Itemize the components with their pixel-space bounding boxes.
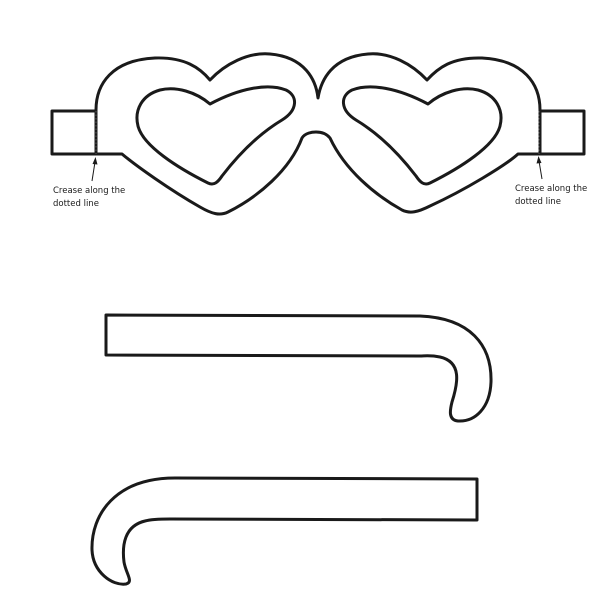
crease-note-left: Crease along the dotted line xyxy=(53,185,125,211)
crease-note-right-line1: Crease along the xyxy=(515,184,588,194)
crease-note-right: Crease along the dotted line xyxy=(515,183,587,209)
left-arrowhead xyxy=(92,157,98,165)
crease-note-right-line2: dotted line xyxy=(515,197,561,207)
right-arrow xyxy=(538,160,543,180)
temple-arm-lower xyxy=(90,476,479,586)
left-arrow xyxy=(91,161,96,182)
right-arrowhead xyxy=(536,156,542,164)
right-lens-hole xyxy=(342,85,503,186)
left-tab xyxy=(50,109,104,156)
crease-note-left-line2: dotted line xyxy=(53,199,99,209)
temple-arm-upper xyxy=(104,313,493,423)
crease-note-left-line1: Crease along the xyxy=(53,186,126,196)
left-lens-hole xyxy=(135,85,296,186)
